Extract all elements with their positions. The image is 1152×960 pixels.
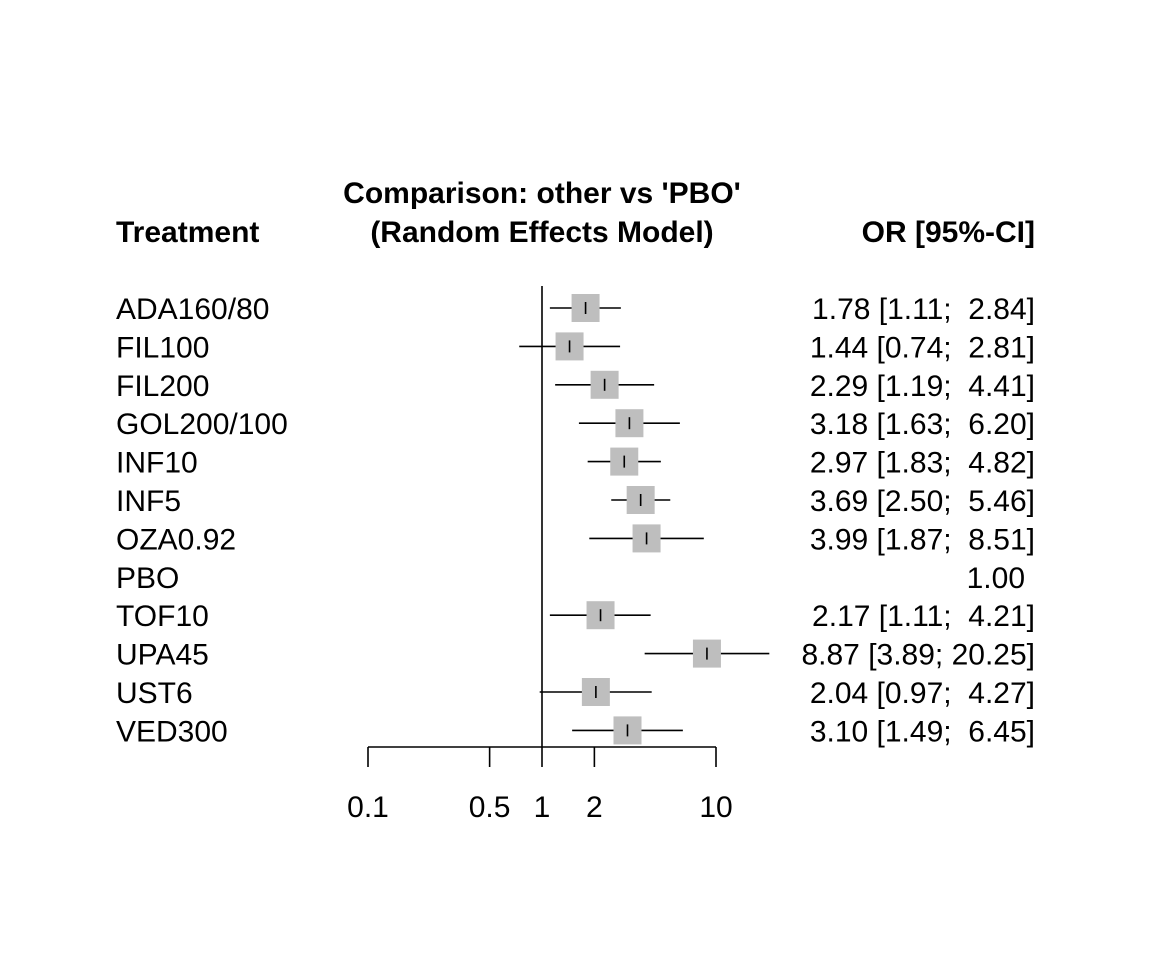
treatment-label: INF10 bbox=[116, 447, 198, 480]
treatment-label: GOL200/100 bbox=[116, 408, 288, 441]
treatment-label: OZA0.92 bbox=[116, 523, 236, 556]
forest-row: PBO 1.00 bbox=[116, 562, 1025, 595]
treatment-label: INF5 bbox=[116, 485, 181, 518]
treatment-column-header: Treatment bbox=[116, 216, 259, 249]
rows-layer: ADA160/80 1.78 [1.11; 2.84] FIL100 1.44 [0.… bbox=[116, 286, 1035, 748]
treatment-label: PBO bbox=[116, 562, 179, 595]
effect-estimate-text: 3.99 [1.87; 8.51] bbox=[810, 523, 1035, 556]
forest-row: UST6 2.04 [0.97; 4.27] bbox=[116, 677, 1035, 710]
forest-row: ADA160/80 1.78 [1.11; 2.84] bbox=[116, 293, 1035, 326]
forest-row: OZA0.92 3.99 [1.87; 8.51] bbox=[116, 523, 1035, 556]
forest-row: VED300 3.10 [1.49; 6.45] bbox=[116, 715, 1035, 748]
effect-estimate-text: 3.10 [1.49; 6.45] bbox=[810, 715, 1035, 748]
forest-row: GOL200/100 3.18 [1.63; 6.20] bbox=[116, 408, 1035, 441]
effect-estimate-text: 8.87 [3.89; 20.25] bbox=[801, 639, 1035, 672]
effect-estimate-text: 3.18 [1.63; 6.20] bbox=[810, 408, 1035, 441]
x-axis: 0.1 0.5 1 2 10 bbox=[347, 746, 733, 824]
x-tick-label: 0.1 bbox=[347, 791, 389, 824]
effect-estimate-text: 2.04 [0.97; 4.27] bbox=[810, 677, 1035, 710]
effect-estimate-text: 2.17 [1.11; 4.21] bbox=[812, 600, 1035, 633]
treatment-label: VED300 bbox=[116, 715, 228, 748]
x-tick-label: 2 bbox=[586, 791, 603, 824]
effect-estimate-text: 2.29 [1.19; 4.41] bbox=[810, 370, 1035, 403]
forest-row: FIL100 1.44 [0.74; 2.81] bbox=[116, 331, 1035, 364]
effect-estimate-text: 1.44 [0.74; 2.81] bbox=[810, 331, 1035, 364]
treatment-label: FIL200 bbox=[116, 370, 209, 403]
plot-title: Comparison: other vs 'PBO' bbox=[343, 177, 741, 210]
treatment-label: UPA45 bbox=[116, 639, 209, 672]
treatment-label: UST6 bbox=[116, 677, 193, 710]
forest-row: INF5 3.69 [2.50; 5.46] bbox=[116, 485, 1035, 518]
effect-estimate-text: 1.00 bbox=[967, 562, 1025, 595]
forest-row: INF10 2.97 [1.83; 4.82] bbox=[116, 447, 1035, 480]
x-tick-label: 1 bbox=[534, 791, 551, 824]
x-tick-label: 10 bbox=[699, 791, 732, 824]
treatment-label: ADA160/80 bbox=[116, 293, 269, 326]
treatment-label: TOF10 bbox=[116, 600, 209, 633]
plot-subtitle: (Random Effects Model) bbox=[370, 216, 713, 249]
forest-row: FIL200 2.29 [1.19; 4.41] bbox=[116, 370, 1035, 403]
effect-estimate-text: 1.78 [1.11; 2.84] bbox=[812, 293, 1035, 326]
x-tick-label: 0.5 bbox=[469, 791, 511, 824]
treatment-label: FIL100 bbox=[116, 331, 209, 364]
forest-row: TOF10 2.17 [1.11; 4.21] bbox=[116, 600, 1035, 633]
forest-row: UPA45 8.87 [3.89; 20.25] bbox=[116, 639, 1035, 672]
effect-column-header: OR [95%-CI] bbox=[862, 216, 1035, 249]
effect-estimate-text: 3.69 [2.50; 5.46] bbox=[810, 485, 1035, 518]
effect-estimate-text: 2.97 [1.83; 4.82] bbox=[810, 447, 1035, 480]
